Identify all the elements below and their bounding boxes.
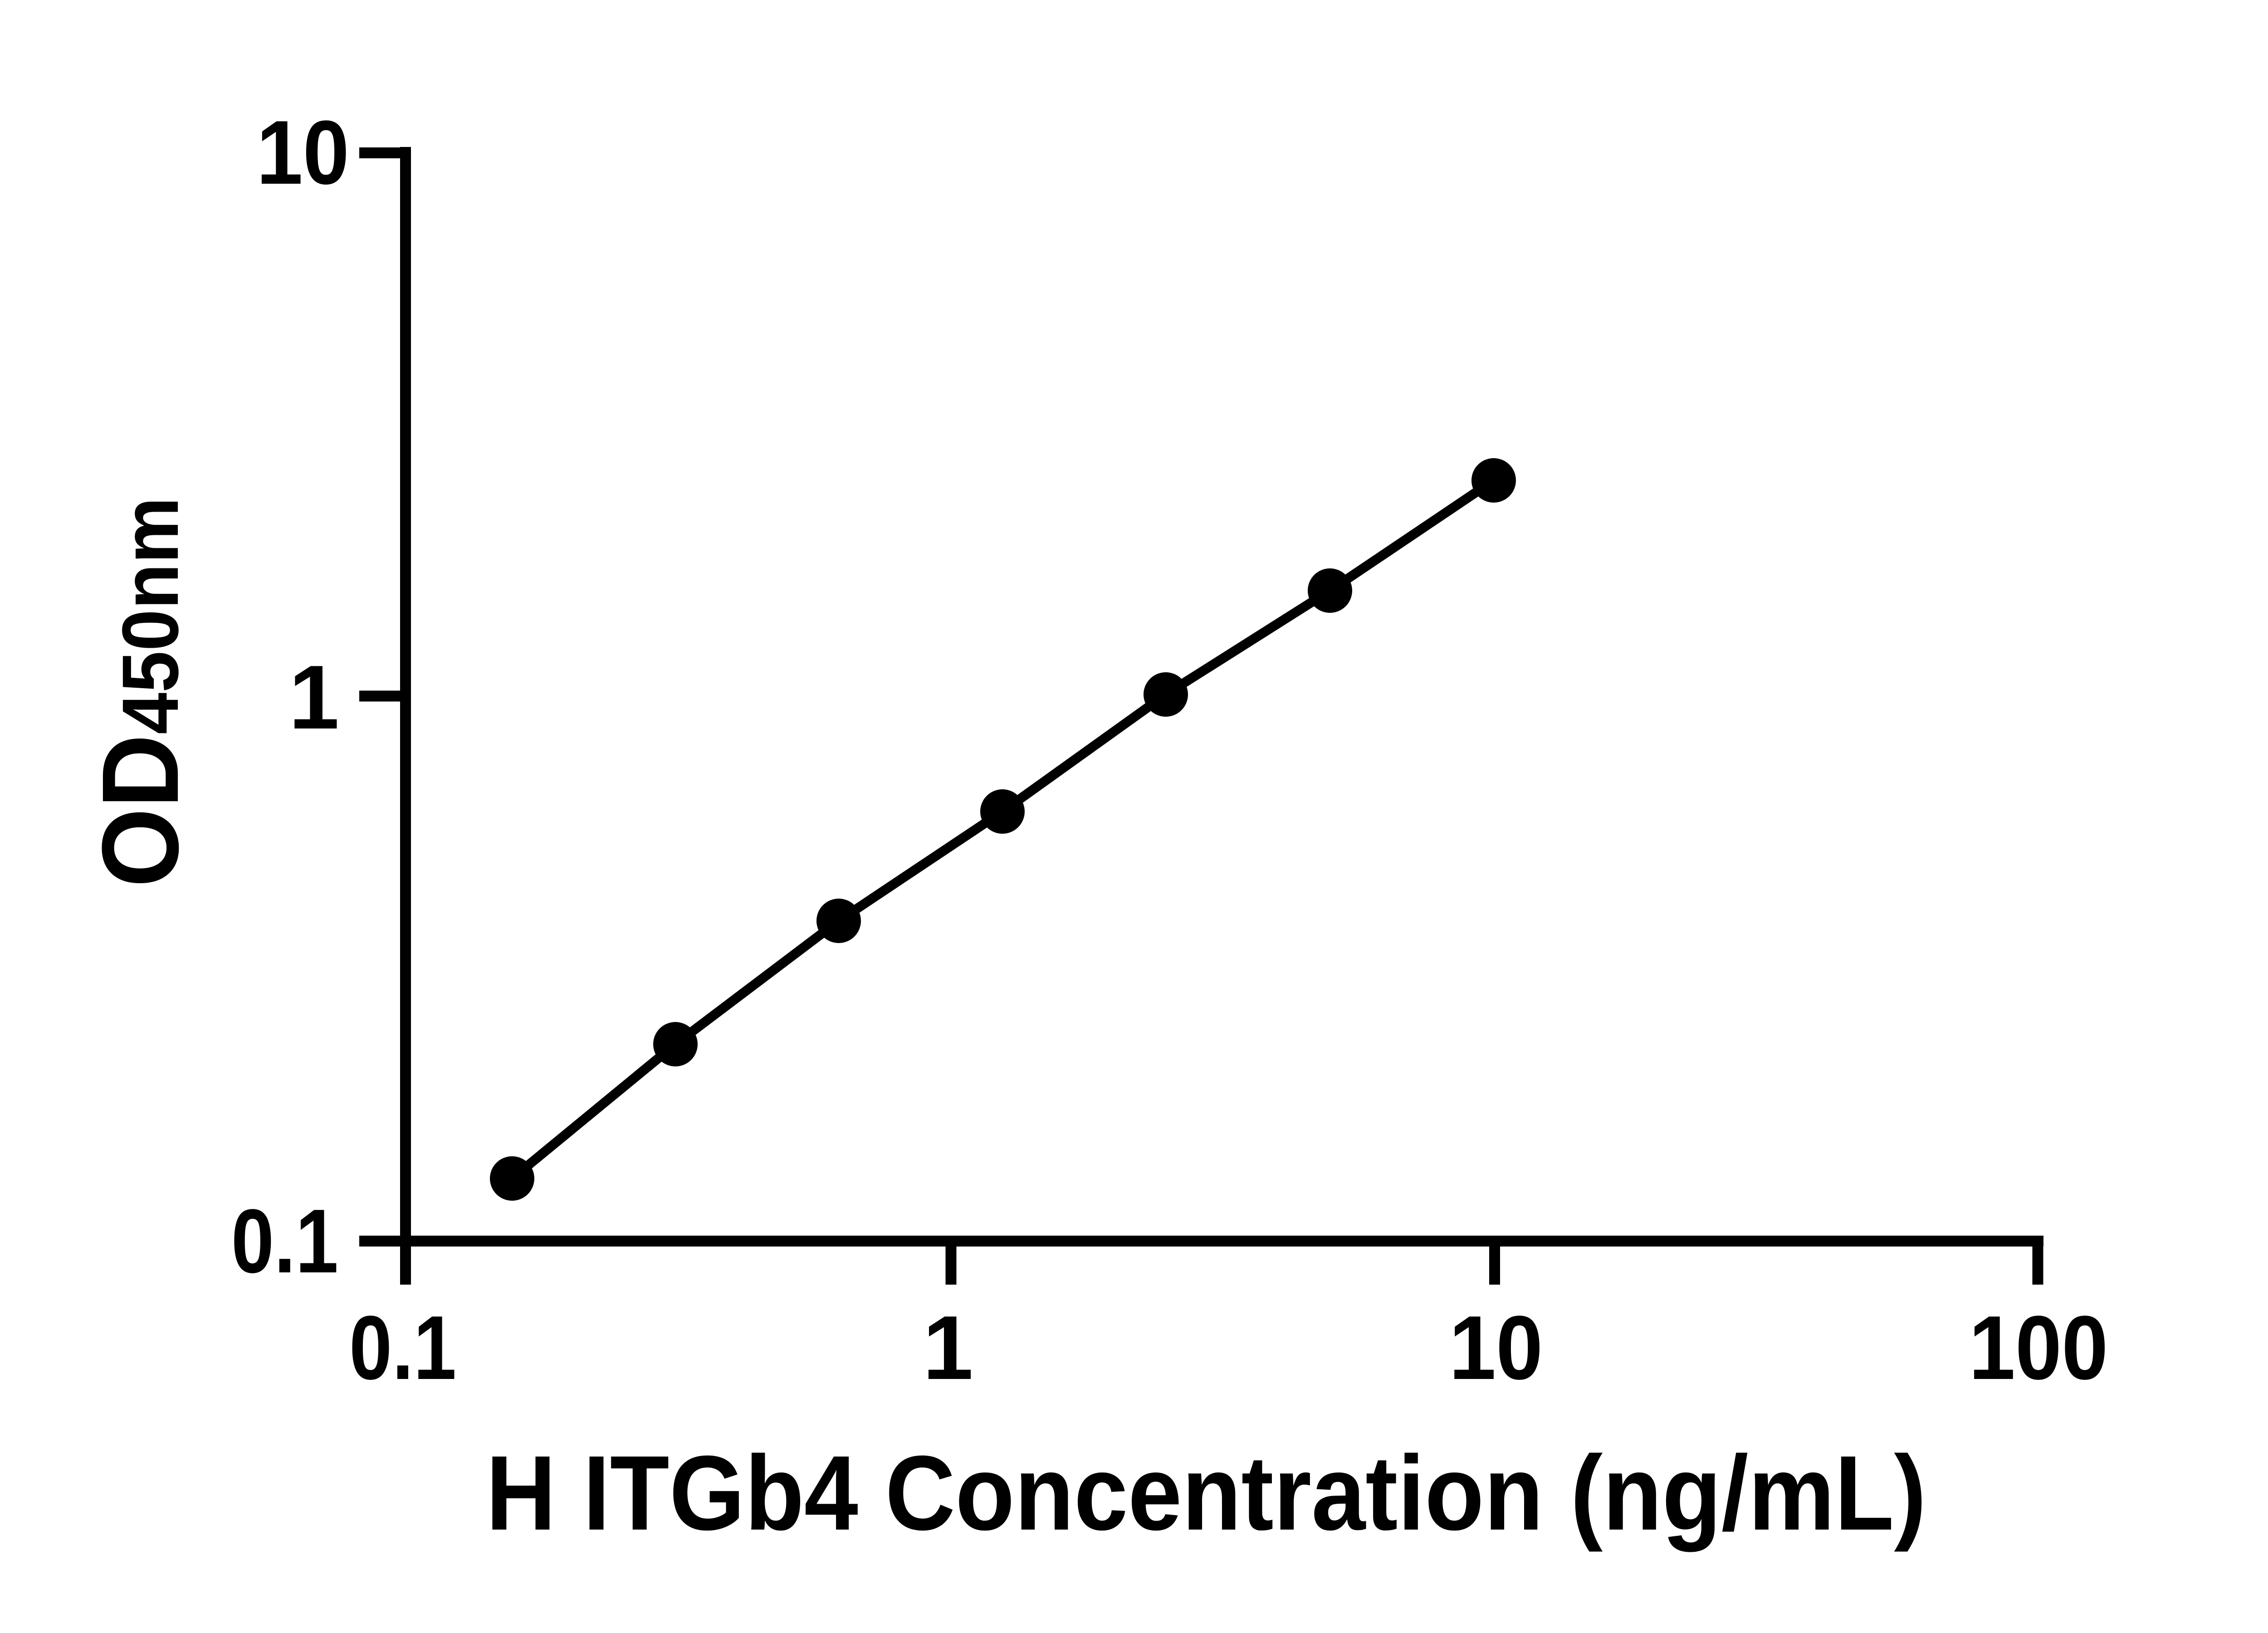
svg-text:10: 10 (1449, 1297, 1543, 1398)
svg-text:0.1: 0.1 (349, 1297, 456, 1398)
svg-text:1: 1 (289, 647, 339, 748)
svg-text:100: 100 (1969, 1297, 2108, 1398)
svg-text:H ITGb4 Concentration (ng/mL): H ITGb4 Concentration (ng/mL) (486, 1433, 1926, 1552)
svg-text:1: 1 (923, 1297, 973, 1398)
svg-text:0.1: 0.1 (231, 1191, 338, 1292)
svg-text:10: 10 (256, 102, 349, 203)
